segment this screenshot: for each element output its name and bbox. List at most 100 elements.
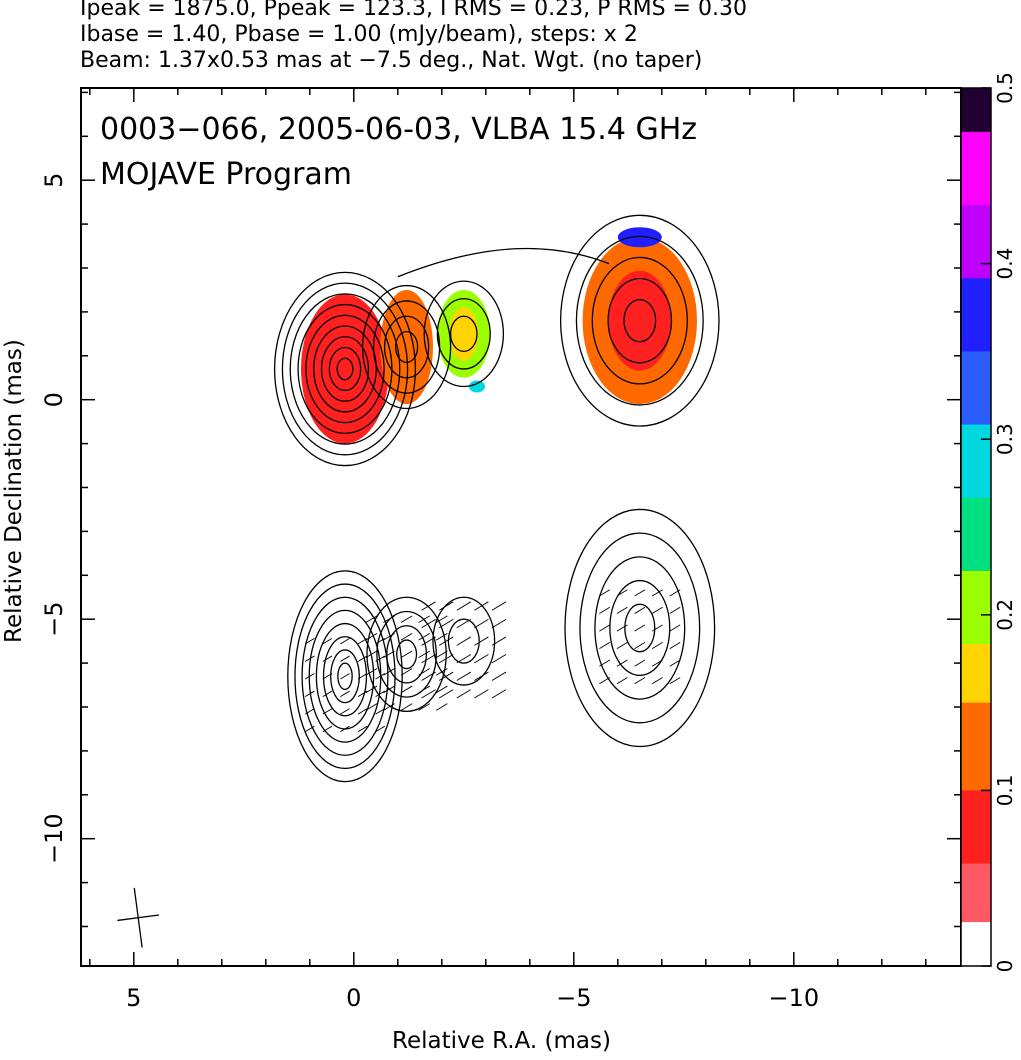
colorbar-cell (961, 409, 991, 426)
polarization-vector (669, 677, 681, 685)
polarization-vectors (304, 589, 681, 733)
polarization-vector (651, 606, 663, 614)
polarization-vector (421, 601, 436, 611)
polarization-vector (634, 606, 646, 614)
polarization-vector (456, 618, 472, 629)
polarization-vector (304, 673, 315, 680)
polarization-vector (435, 685, 448, 694)
colorbar-cell (961, 146, 991, 162)
polarization-vector (304, 690, 315, 697)
polarization-vector (491, 671, 507, 681)
polarization-vector (634, 659, 646, 667)
polarization-vector (304, 725, 315, 733)
colorbar-cell (961, 395, 991, 411)
colorbar-cell (961, 790, 991, 806)
contour-east-lobe (559, 214, 720, 427)
x-tick-label: −5 (556, 984, 591, 1012)
polarization-vector (616, 677, 628, 685)
polarization-vector (383, 615, 395, 623)
polarization-vector (616, 642, 628, 650)
colorbar-tick-label: 0.3 (993, 423, 1017, 455)
polarization-vector (438, 601, 454, 611)
contour-core (273, 271, 417, 467)
header-line-3: Beam: 1.37x0.53 mas at −7.5 deg., Nat. W… (80, 48, 703, 73)
polarization-vector (418, 668, 431, 676)
colorbar-cell (961, 805, 991, 821)
contour-lower-core (322, 636, 368, 717)
colorbar-cell (961, 644, 991, 660)
polarization-vector (400, 668, 413, 676)
polarization-vector (375, 637, 386, 645)
polarization-vector (322, 708, 333, 715)
contour-lower-knot2 (432, 596, 496, 686)
colorbar-cell (961, 453, 991, 470)
colorbar-cell (961, 775, 991, 791)
polarization-vector (456, 636, 472, 646)
polarization-vector (365, 685, 378, 694)
colorbar-cell (961, 307, 991, 323)
colorbar-cell (961, 88, 991, 104)
polarization-vector (304, 708, 315, 715)
polarization-vector (322, 655, 333, 662)
plot-frame (80, 87, 962, 967)
polarization-vector (599, 589, 611, 597)
colorbar-tick-label: 0.2 (993, 599, 1017, 631)
polarization-vector (435, 615, 448, 623)
polarization-vector (375, 725, 386, 733)
colorbar-cell (961, 248, 991, 265)
polarization-core-east_lobe (608, 270, 672, 371)
colorbar-cell (961, 497, 991, 513)
polarization-vector (322, 673, 333, 680)
polarization-vector (357, 725, 368, 733)
contour-lower-east-lobe (594, 556, 686, 700)
polarization-vector (634, 624, 646, 632)
y-tick-label: −5 (40, 601, 68, 636)
colorbar-cell (961, 819, 991, 835)
polarization-vector (357, 708, 368, 715)
colorbar-cell (961, 892, 991, 909)
contour-lower-east-lobe (564, 508, 716, 748)
polarization-vector (400, 703, 413, 711)
colorbar-cell (961, 863, 991, 879)
contour-lower-knot1 (396, 639, 418, 670)
contour-knot1 (383, 315, 430, 379)
y-axis-label: Relative Declination (mas) (1, 339, 27, 643)
polarization-vector (651, 677, 663, 685)
polarization-vector (418, 685, 431, 694)
polarization-vector (474, 689, 489, 699)
contour-lower-core (330, 649, 360, 704)
colorbar-cell (961, 702, 991, 718)
colorbar-cell (961, 951, 991, 967)
colorbar-tick-label: 0.4 (993, 248, 1017, 280)
polarization-vector (400, 615, 413, 623)
polarization-vector (456, 671, 472, 681)
polarization-vector (651, 642, 663, 650)
polarization-vector (304, 637, 315, 645)
program-label: MOJAVE Program (100, 157, 353, 192)
contour-lower-east-lobe (579, 532, 701, 724)
polarization-vector (634, 677, 646, 685)
beam (117, 887, 160, 948)
polarization-vector (340, 690, 350, 697)
polarization-vector (357, 655, 368, 662)
polarization-vector (383, 633, 395, 641)
colorbar-cell (961, 527, 991, 543)
polarization-vector (599, 606, 611, 614)
polarization-vector (421, 636, 436, 646)
polarization-vector (383, 703, 395, 711)
polarization-vector (340, 637, 350, 645)
map-layer (301, 227, 697, 444)
y-tick-label: −10 (40, 813, 68, 864)
colorbar-cell (961, 585, 991, 601)
polarization-vector (375, 655, 386, 662)
polarization-vector (365, 615, 378, 623)
polarization-vector (418, 615, 431, 623)
contour-lower-knot1 (366, 596, 447, 713)
colorbar-cell (961, 102, 991, 118)
polarization-vector (435, 703, 448, 711)
colorbar-cell (961, 219, 991, 235)
colorbar-cell (961, 848, 991, 865)
header-line-1: Ipeak = 1875.0, Ppeak = 123.3, I RMS = 0… (80, 0, 747, 21)
polarization-vector (456, 601, 472, 611)
contour-knot2 (436, 298, 491, 370)
